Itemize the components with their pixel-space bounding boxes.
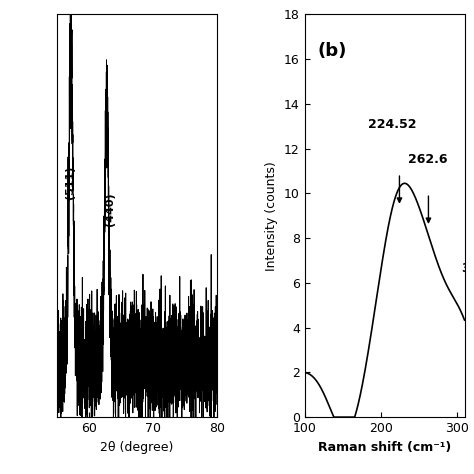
X-axis label: 2θ (degree): 2θ (degree) xyxy=(100,440,173,454)
Y-axis label: Intensity (counts): Intensity (counts) xyxy=(265,161,278,271)
Text: 262.6: 262.6 xyxy=(408,154,448,166)
X-axis label: Raman shift (cm⁻¹): Raman shift (cm⁻¹) xyxy=(318,440,451,454)
Text: (b): (b) xyxy=(318,43,347,60)
Text: 224.52: 224.52 xyxy=(368,118,417,131)
Text: (511): (511) xyxy=(64,165,75,199)
Text: 3: 3 xyxy=(461,262,469,274)
Text: (440): (440) xyxy=(105,192,115,226)
